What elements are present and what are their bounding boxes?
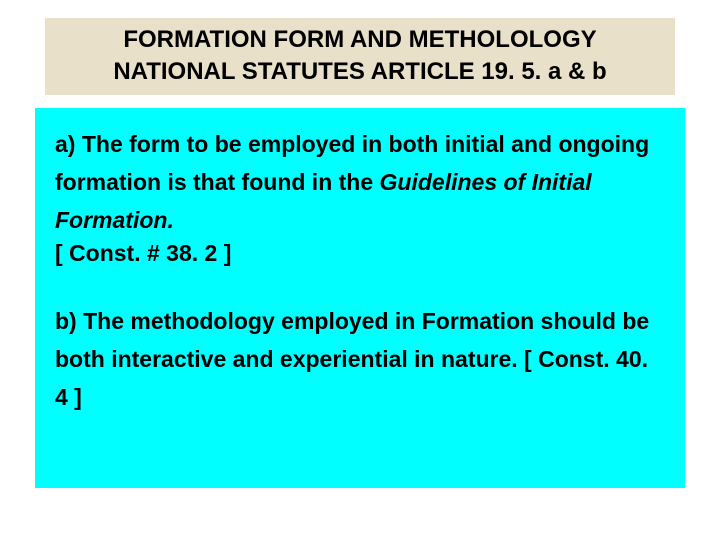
title-box: FORMATION FORM AND METHOLOLOGY NATIONAL … bbox=[45, 18, 675, 95]
clause-a-ref: [ Const. # 38. 2 ] bbox=[55, 240, 665, 267]
slide: FORMATION FORM AND METHOLOLOGY NATIONAL … bbox=[0, 0, 720, 540]
spacer bbox=[55, 267, 665, 303]
content-box: a) The form to be employed in both initi… bbox=[35, 108, 685, 488]
clause-a: a) The form to be employed in both initi… bbox=[55, 126, 665, 240]
title-line-1: FORMATION FORM AND METHOLOLOGY bbox=[55, 24, 665, 56]
title-line-2: NATIONAL STATUTES ARTICLE 19. 5. a & b bbox=[55, 56, 665, 88]
clause-b: b) The methodology employed in Formation… bbox=[55, 303, 665, 417]
